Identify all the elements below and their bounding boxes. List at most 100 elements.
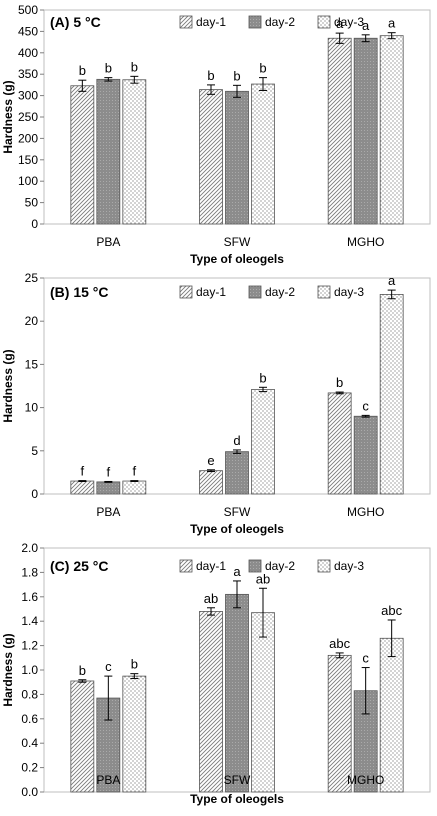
significance-label: ab bbox=[204, 591, 218, 606]
y-tick-label: 300 bbox=[18, 89, 38, 103]
bar-sfw-day-2 bbox=[225, 451, 249, 495]
y-tick-label: 250 bbox=[18, 110, 38, 124]
panel-c: 0.0 0.2 0.4 0.6 0.8 1.0 1.2 1.4 1.6 1.8 2.0 Hardnes… bbox=[1, 541, 431, 806]
legend-swatch-day-1 bbox=[179, 285, 193, 299]
y-tick-label: 20 bbox=[25, 314, 39, 328]
significance-label: b bbox=[131, 59, 138, 74]
x-category-label: SFW bbox=[224, 773, 251, 787]
bar-mgho-day-1 bbox=[327, 392, 352, 495]
bar-sfw-day-3 bbox=[251, 389, 275, 495]
y-tick-label: 100 bbox=[18, 174, 38, 188]
bar-mgho-day-2 bbox=[353, 37, 378, 225]
panel-title: (C) 25 °C bbox=[50, 558, 109, 574]
bar-sfw-day-3 bbox=[251, 83, 275, 225]
bar-sfw-day-1 bbox=[199, 89, 223, 225]
bar-sfw-day-1 bbox=[199, 611, 223, 793]
bar-mgho-day-2 bbox=[353, 415, 378, 495]
legend-swatch-day-3 bbox=[317, 559, 331, 573]
bar-mgho-day-3 bbox=[379, 637, 404, 793]
panel-title: (B) 15 °C bbox=[50, 284, 109, 300]
legend-label-day-2: day-2 bbox=[265, 285, 295, 299]
bar-sfw-day-3 bbox=[251, 612, 275, 793]
significance-label: f bbox=[81, 464, 85, 479]
panel-title: (A) 5 °C bbox=[50, 14, 101, 30]
x-category-label: MGHO bbox=[347, 505, 384, 519]
legend-label-day-3: day-3 bbox=[334, 559, 364, 573]
x-category-label: MGHO bbox=[347, 773, 384, 787]
y-tick-label: 200 bbox=[18, 131, 38, 145]
y-tick-label: 0 bbox=[31, 487, 38, 501]
y-tick-label: 25 bbox=[25, 271, 39, 285]
significance-label: abc bbox=[381, 603, 402, 618]
significance-label: c bbox=[105, 659, 112, 674]
bar-pba-day-3 bbox=[122, 675, 147, 793]
legend-label-day-2: day-2 bbox=[265, 15, 295, 29]
x-axis-label: Type of oleogels bbox=[190, 522, 284, 536]
bar-pba-day-1 bbox=[70, 85, 95, 225]
significance-label: ab bbox=[256, 571, 270, 586]
bar-pba-day-2 bbox=[96, 78, 121, 225]
y-tick-label: 150 bbox=[18, 153, 38, 167]
significance-label: b bbox=[207, 68, 214, 83]
legend-swatch-day-2 bbox=[248, 15, 262, 29]
significance-label: d bbox=[233, 433, 240, 448]
y-axis-label: Hardness (g) bbox=[1, 633, 15, 706]
y-tick-label: 350 bbox=[18, 67, 38, 81]
y-tick-label: 10 bbox=[25, 401, 39, 415]
legend-label-day-3: day-3 bbox=[334, 15, 364, 29]
y-tick-label: 1.4 bbox=[21, 614, 38, 628]
legend-label-day-1: day-1 bbox=[196, 285, 226, 299]
x-category-label: MGHO bbox=[347, 235, 384, 249]
panel-a: 0 50 100 150 200 250 300 350 400 450 500 Hardness (… bbox=[1, 3, 431, 266]
y-axis-label: Hardness (g) bbox=[1, 349, 15, 422]
significance-label: b bbox=[259, 370, 266, 385]
x-axis-label: Type of oleogels bbox=[190, 792, 284, 806]
legend-label-day-3: day-3 bbox=[334, 285, 364, 299]
significance-label: f bbox=[133, 464, 137, 479]
bar-mgho-day-3 bbox=[379, 35, 404, 225]
y-tick-label: 50 bbox=[25, 196, 39, 210]
significance-label: b bbox=[233, 68, 240, 83]
bar-pba-day-1 bbox=[70, 480, 95, 495]
significance-label: a bbox=[388, 16, 396, 31]
bar-mgho-day-1 bbox=[327, 37, 352, 225]
significance-label: b bbox=[336, 375, 343, 390]
panel-b: 0 5 10 15 20 25 Hardness (g) (B) 15 °C day-1 day-… bbox=[1, 271, 431, 536]
significance-label: a bbox=[336, 16, 344, 31]
y-tick-label: 1.8 bbox=[21, 565, 38, 579]
y-tick-label: 0.8 bbox=[21, 687, 38, 701]
y-tick-label: 0.4 bbox=[21, 736, 38, 750]
y-tick-label: 0.0 bbox=[21, 785, 38, 799]
legend-swatch-day-2 bbox=[248, 559, 262, 573]
significance-label: b bbox=[259, 61, 266, 76]
y-tick-label: 400 bbox=[18, 46, 38, 60]
y-tick-label: 1.2 bbox=[21, 639, 38, 653]
y-tick-label: 500 bbox=[18, 3, 38, 17]
bar-sfw-day-2 bbox=[225, 593, 249, 793]
legend-label-day-1: day-1 bbox=[196, 15, 226, 29]
y-tick-label: 5 bbox=[31, 444, 38, 458]
bar-mgho-day-3 bbox=[379, 294, 404, 495]
significance-label: f bbox=[107, 464, 111, 479]
bar-mgho-day-1 bbox=[327, 654, 352, 793]
legend-swatch-day-3 bbox=[317, 15, 331, 29]
significance-label: a bbox=[388, 273, 396, 288]
y-tick-label: 0 bbox=[31, 217, 38, 231]
significance-label: e bbox=[207, 453, 214, 468]
x-category-label: PBA bbox=[96, 773, 120, 787]
bar-pba-day-2 bbox=[96, 481, 121, 495]
legend-swatch-day-1 bbox=[179, 559, 193, 573]
x-category-label: SFW bbox=[224, 235, 251, 249]
x-axis-label: Type of oleogels bbox=[190, 252, 284, 266]
x-category-label: PBA bbox=[96, 235, 120, 249]
x-category-label: PBA bbox=[96, 505, 120, 519]
legend-label-day-2: day-2 bbox=[265, 559, 295, 573]
significance-label: c bbox=[362, 651, 369, 666]
bar-pba-day-1 bbox=[70, 680, 95, 793]
significance-label: b bbox=[79, 63, 86, 78]
significance-label: c bbox=[362, 398, 369, 413]
y-tick-label: 2.0 bbox=[21, 541, 38, 555]
y-tick-label: 15 bbox=[25, 357, 39, 371]
bar-pba-day-3 bbox=[122, 480, 147, 495]
